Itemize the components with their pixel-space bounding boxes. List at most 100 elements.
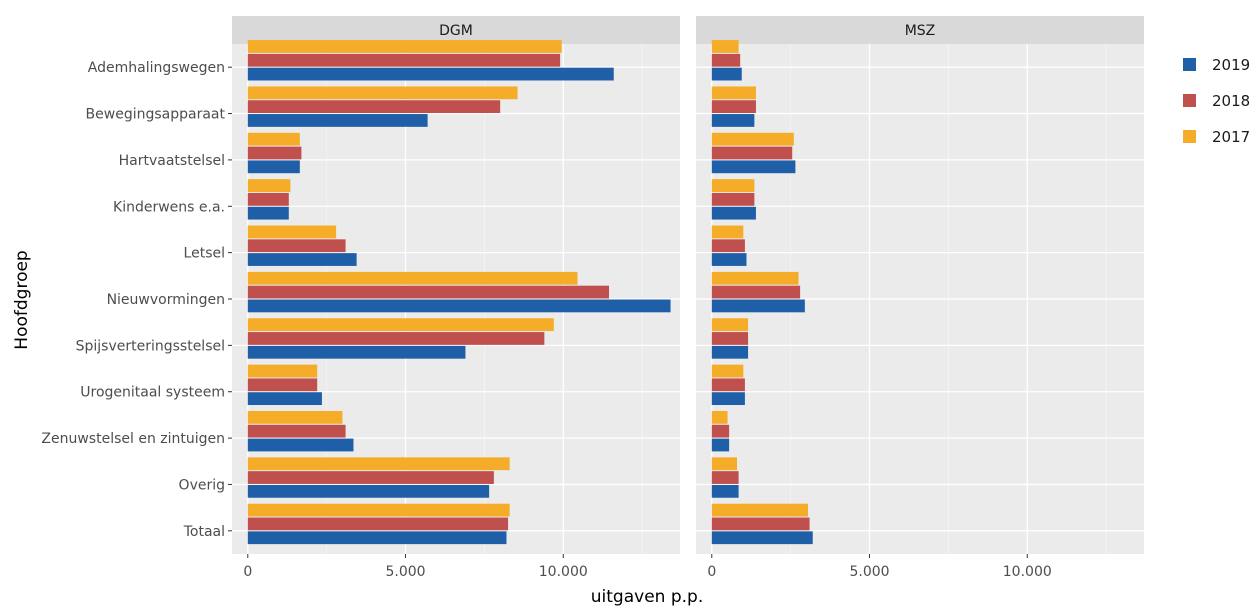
panel-strip-label: MSZ (905, 23, 936, 39)
y-tick-label: Totaal (183, 524, 225, 540)
bar-msz-2017-4 (711, 225, 744, 239)
y-tick-label: Kinderwens e.a. (113, 199, 225, 215)
panel-msz: MSZ 0 5.000 10.000 (696, 16, 1144, 580)
legend-swatch-2017 (1183, 130, 1196, 143)
x-tick-label: 10.000 (539, 564, 588, 580)
bar-msz-2019-3 (711, 206, 756, 220)
y-tick-label: Nieuwvormingen (107, 292, 225, 308)
y-tick-label: Ademhalingswegen (88, 60, 225, 76)
bar-msz-2018-5 (711, 285, 801, 299)
y-tick-label: Letsel (184, 246, 225, 262)
legend-label-2017: 2017 (1212, 128, 1250, 146)
x-axis-title: uitgaven p.p. (591, 587, 703, 607)
legend-swatch-2018 (1183, 94, 1196, 107)
bar-msz-2018-1 (711, 100, 756, 114)
legend-label-2019: 2019 (1212, 56, 1250, 74)
bar-msz-2018-10 (711, 517, 810, 531)
bar-msz-2019-2 (711, 160, 796, 174)
bar-msz-2017-8 (711, 410, 728, 424)
y-axis: Ademhalingswegen Bewegingsapparaat Hartvaa… (41, 60, 232, 540)
bar-msz-2017-9 (711, 457, 738, 471)
bar-dgm-2018-1 (247, 100, 501, 114)
bar-msz-2017-7 (711, 364, 744, 378)
bar-msz-2018-8 (711, 424, 730, 438)
bar-msz-2019-8 (711, 438, 730, 452)
bar-dgm-2019-3 (247, 206, 289, 220)
y-tick-label: Bewegingsapparaat (86, 107, 226, 123)
bar-dgm-2019-1 (247, 114, 428, 127)
bar-msz-2019-10 (711, 531, 813, 545)
y-tick-label: Urogenitaal systeem (80, 385, 225, 401)
bar-msz-2019-9 (711, 484, 739, 498)
bar-dgm-2019-2 (247, 160, 300, 174)
y-axis-title: Hoofdgroep (12, 250, 32, 349)
x-tick-label: 5.000 (849, 564, 889, 580)
bar-dgm-2017-8 (247, 410, 343, 424)
bar-msz-2018-0 (711, 53, 741, 67)
panel-strip-label: DGM (439, 23, 473, 39)
bar-dgm-2017-6 (247, 318, 554, 332)
bar-dgm-2019-8 (247, 438, 354, 452)
x-tick-label: 10.000 (1003, 564, 1052, 580)
bar-msz-2017-6 (711, 318, 749, 332)
panels: DGM 0 5.000 10.000 MSZ 0 5.000 10.000 (232, 16, 1144, 580)
y-tick-label: Overig (179, 477, 225, 493)
bar-msz-2019-0 (711, 67, 742, 81)
bar-msz-2017-10 (711, 503, 808, 517)
bar-dgm-2018-10 (247, 517, 509, 531)
bar-dgm-2017-4 (247, 225, 337, 239)
bar-dgm-2017-0 (247, 40, 562, 53)
bar-dgm-2018-2 (247, 146, 302, 160)
x-tick-label: 0 (243, 564, 252, 580)
bar-msz-2017-5 (711, 271, 799, 285)
legend: 2019 2018 2017 (1183, 56, 1250, 146)
bar-msz-2018-9 (711, 471, 739, 484)
bar-msz-2018-3 (711, 192, 755, 206)
bar-dgm-2018-3 (247, 192, 289, 206)
bar-dgm-2019-6 (247, 345, 466, 359)
bar-msz-2018-6 (711, 332, 749, 345)
bar-dgm-2018-6 (247, 332, 545, 345)
bar-dgm-2017-7 (247, 364, 318, 378)
x-tick-label: 0 (707, 564, 716, 580)
bar-dgm-2017-1 (247, 86, 518, 100)
bar-msz-2018-7 (711, 378, 745, 392)
bar-dgm-2018-7 (247, 378, 318, 392)
bar-dgm-2017-2 (247, 132, 300, 146)
bar-dgm-2019-10 (247, 531, 507, 545)
bar-msz-2019-5 (711, 299, 805, 313)
bar-msz-2019-4 (711, 253, 747, 266)
bar-msz-2018-4 (711, 239, 745, 253)
y-tick-label: Spijsverteringsstelsel (76, 338, 225, 354)
bar-msz-2019-6 (711, 345, 749, 359)
bar-msz-2019-1 (711, 114, 755, 127)
panel-dgm: DGM 0 5.000 10.000 (232, 16, 680, 580)
panel-strip (696, 16, 1144, 44)
legend-label-2018: 2018 (1212, 92, 1250, 110)
bar-msz-2017-3 (711, 179, 755, 192)
bar-dgm-2019-5 (247, 299, 671, 313)
bar-dgm-2017-9 (247, 457, 510, 471)
bar-dgm-2019-4 (247, 253, 357, 266)
bar-msz-2018-2 (711, 146, 793, 160)
bar-msz-2017-0 (711, 40, 739, 53)
legend-swatch-2019 (1183, 58, 1196, 71)
bar-dgm-2019-9 (247, 484, 490, 498)
bar-dgm-2019-0 (247, 67, 614, 81)
bar-dgm-2019-7 (247, 392, 322, 406)
y-tick-label: Zenuwstelsel en zintuigen (41, 431, 225, 447)
bar-dgm-2018-9 (247, 471, 494, 484)
bar-dgm-2018-8 (247, 424, 346, 438)
bar-dgm-2018-0 (247, 53, 561, 67)
bar-dgm-2018-5 (247, 285, 610, 299)
x-tick-label: 5.000 (385, 564, 425, 580)
bar-dgm-2017-3 (247, 179, 291, 192)
panel-strip (232, 16, 680, 44)
bar-msz-2017-2 (711, 132, 794, 146)
bar-dgm-2017-5 (247, 271, 578, 285)
y-tick-label: Hartvaatstelsel (119, 153, 225, 169)
bar-msz-2017-1 (711, 86, 756, 100)
bar-dgm-2018-4 (247, 239, 346, 253)
bar-msz-2019-7 (711, 392, 745, 406)
